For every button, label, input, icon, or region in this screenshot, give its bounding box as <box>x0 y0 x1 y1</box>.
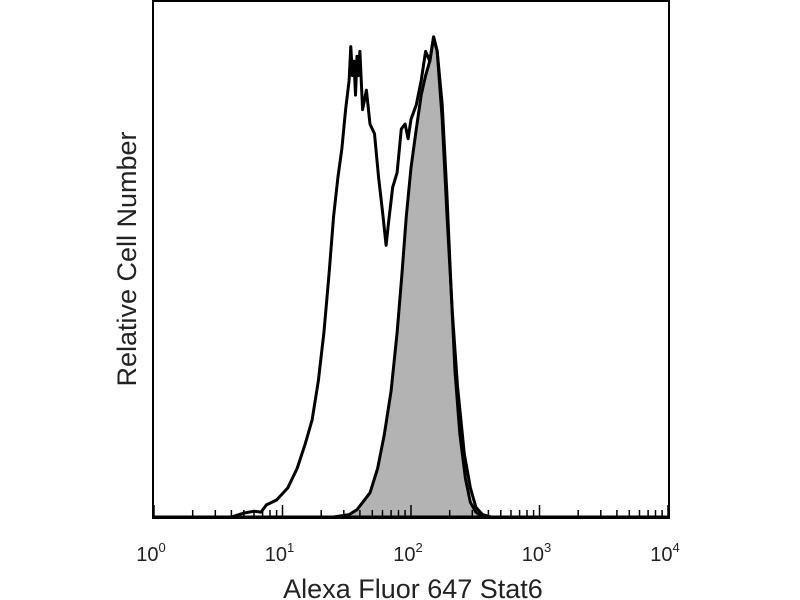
series-layer <box>152 35 670 519</box>
x-ticks-layer: 100 101 102 103 104 <box>136 505 680 566</box>
x-tick-label: 101 <box>265 540 294 566</box>
x-tick-label: 102 <box>393 540 422 566</box>
filled-histogram-series <box>152 35 670 519</box>
x-axis-label: Alexa Fluor 647 Stat6 <box>283 574 543 600</box>
x-tick-label: 104 <box>650 540 679 566</box>
x-tick-label: 103 <box>522 540 551 566</box>
x-tick-label: 100 <box>136 540 165 566</box>
outline-histogram-series <box>154 35 668 519</box>
y-axis-label: Relative Cell Number <box>112 131 142 386</box>
